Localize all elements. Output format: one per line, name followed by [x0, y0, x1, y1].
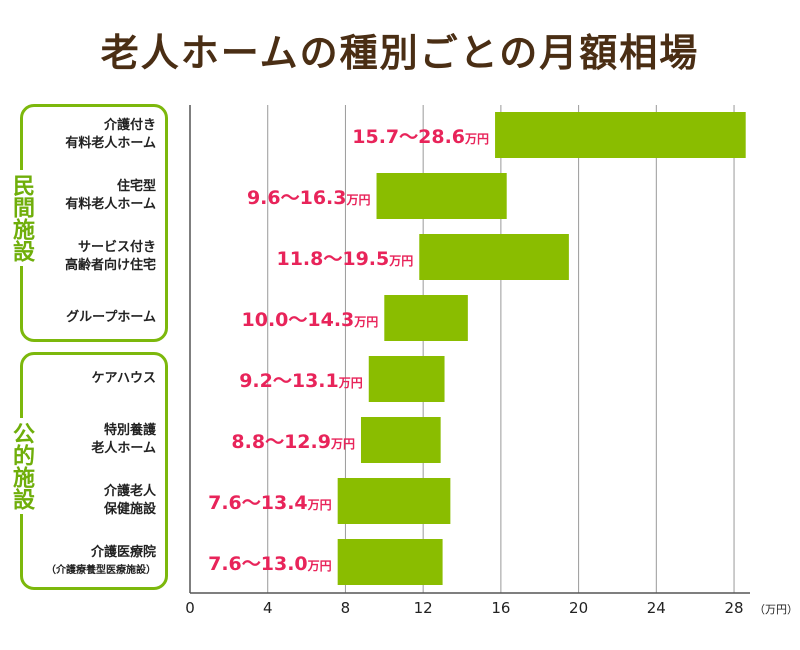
- category-label: ケアハウス: [91, 371, 156, 386]
- category-label: 住宅型 有料老人ホーム: [65, 179, 156, 212]
- chart-title: 老人ホームの種別ごとの月額相場: [100, 31, 700, 75]
- x-tick-label: 20: [569, 599, 588, 617]
- range-bar: [368, 356, 445, 402]
- group-label-public: 公的施設: [8, 418, 34, 514]
- x-tick-label: 4: [263, 599, 273, 617]
- group-box-private: [20, 104, 168, 342]
- range-bar: [419, 234, 569, 280]
- category-label: サービス付き 高齢者向け住宅: [64, 240, 156, 273]
- x-tick-label: 16: [491, 599, 510, 617]
- group-label-private: 民間施設: [8, 170, 34, 266]
- range-label: 15.7～28.6万円: [352, 126, 489, 148]
- category-label: 介護医療院 （介護療養型医療施設）: [46, 545, 156, 576]
- x-tick-label: 12: [414, 599, 433, 617]
- range-label: 11.8～19.5万円: [276, 248, 413, 270]
- range-label: 7.6～13.0万円: [208, 553, 332, 575]
- range-bar: [384, 295, 468, 341]
- category-label: 特別養護 老人ホーム: [91, 423, 156, 456]
- range-label: 10.0～14.3万円: [242, 309, 379, 331]
- range-bar: [376, 173, 507, 219]
- range-label: 9.2～13.1万円: [239, 370, 363, 392]
- x-axis-unit: （万円）: [754, 603, 798, 616]
- range-bar: [360, 417, 441, 463]
- group-box-public: [20, 352, 168, 590]
- range-bar: [495, 112, 746, 158]
- range-label: 9.6～16.3万円: [247, 187, 371, 209]
- range-label: 7.6～13.4万円: [208, 492, 332, 514]
- category-label: 介護老人 保健施設: [103, 484, 156, 517]
- range-bar: [337, 539, 443, 585]
- x-tick-label: 0: [185, 599, 195, 617]
- range-label: 8.8～12.9万円: [231, 431, 355, 453]
- x-tick-label: 24: [647, 599, 666, 617]
- x-tick-label: 8: [341, 599, 351, 617]
- x-tick-label: 28: [724, 599, 743, 617]
- range-bar: [337, 478, 451, 524]
- category-label: 介護付き 有料老人ホーム: [65, 118, 156, 151]
- category-label: グループホーム: [66, 310, 156, 325]
